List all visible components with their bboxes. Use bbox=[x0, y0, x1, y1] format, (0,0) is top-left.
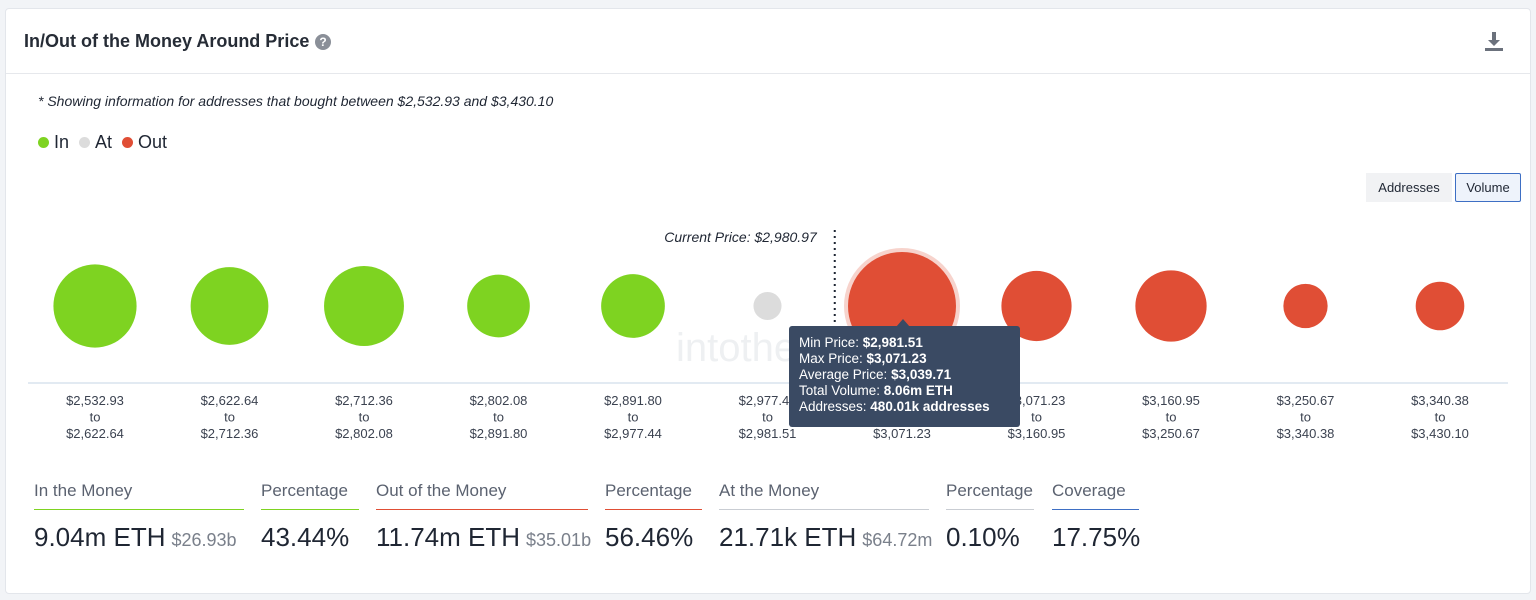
tick-label: $3,071.23 bbox=[1008, 393, 1066, 408]
legend-dot-out bbox=[122, 137, 134, 148]
bubble-in[interactable] bbox=[53, 264, 137, 348]
tick-label: $2,802.08 bbox=[335, 426, 393, 441]
tick-label: $2,977.44 bbox=[739, 393, 797, 408]
tick-label: $2,622.64 bbox=[66, 426, 124, 441]
stat-value: 11.74m ETH $35.01b bbox=[376, 522, 592, 552]
tick-label-to: to bbox=[493, 410, 504, 425]
tick-label-to: to bbox=[1300, 410, 1311, 425]
iomap-card: In/Out of the Money Around Price ? * Sho… bbox=[5, 8, 1531, 594]
stat-label: Percentage bbox=[605, 481, 702, 510]
tick-label-to: to bbox=[90, 410, 101, 425]
tick-label: $3,340.38 bbox=[1277, 426, 1335, 441]
card-title: In/Out of the Money Around Price bbox=[24, 31, 310, 51]
bubble-in[interactable] bbox=[190, 267, 269, 345]
volume-toggle-button[interactable]: Volume bbox=[1455, 173, 1521, 202]
legend-dot-at bbox=[79, 137, 91, 148]
help-icon[interactable]: ? bbox=[315, 34, 331, 50]
bubble-at[interactable] bbox=[753, 291, 782, 321]
bubble-in[interactable] bbox=[601, 274, 665, 338]
stat-out-of-the-money: Out of the Money 11.74m ETH $35.01b bbox=[376, 481, 592, 553]
legend-dot-in bbox=[38, 137, 49, 148]
legend-item-out[interactable]: Out bbox=[122, 132, 167, 153]
axis-group: $2,532.93to$2,622.64$2,622.64to$2,712.36… bbox=[28, 382, 1508, 441]
tick-label-to: to bbox=[628, 410, 639, 425]
tick-label: $3,250.67 bbox=[1142, 426, 1200, 441]
stat-out-percentage: Percentage 56.46% bbox=[605, 481, 702, 553]
bubble-out[interactable] bbox=[1135, 270, 1207, 342]
bubble-in[interactable] bbox=[324, 266, 404, 346]
tick-label: $3,160.95 bbox=[1008, 426, 1066, 441]
stat-value: 56.46% bbox=[605, 522, 694, 552]
stat-label: Percentage bbox=[261, 481, 359, 510]
tick-label: $2,712.36 bbox=[201, 426, 259, 441]
tick-label: $3,430.10 bbox=[1411, 426, 1469, 441]
download-icon[interactable] bbox=[1482, 29, 1506, 53]
range-note: * Showing information for addresses that… bbox=[38, 93, 554, 109]
bubble-chart: intotheblock $2,532.93to$2,622.64$2,622.… bbox=[28, 229, 1508, 441]
stat-value: 17.75% bbox=[1052, 522, 1141, 552]
stat-value: 21.71k ETH $64.72m bbox=[719, 522, 933, 552]
tick-label-to: to bbox=[1435, 410, 1446, 425]
stat-in-the-money: In the Money 9.04m ETH $26.93b bbox=[34, 481, 244, 553]
current-price-label: Current Price: $2,980.97 bbox=[664, 229, 818, 245]
tick-label: $2,802.08 bbox=[470, 393, 528, 408]
stat-label: Percentage bbox=[946, 481, 1034, 510]
tick-label: $2,891.80 bbox=[470, 426, 528, 441]
tick-label-to: to bbox=[762, 410, 773, 425]
tick-label: $2,622.64 bbox=[201, 393, 259, 408]
stat-label: Coverage bbox=[1052, 481, 1139, 510]
bubble-out[interactable] bbox=[1283, 283, 1328, 329]
tick-label: $3,160.95 bbox=[1142, 393, 1200, 408]
tooltip-row-max: Max Price: $3,071.23 bbox=[799, 351, 927, 366]
tick-label: $2,532.93 bbox=[66, 393, 124, 408]
stat-label: In the Money bbox=[34, 481, 244, 510]
tick-label: $2,977.44 bbox=[604, 426, 662, 441]
stat-in-percentage: Percentage 43.44% bbox=[261, 481, 359, 553]
tick-label: $2,712.36 bbox=[335, 393, 393, 408]
bubble-out[interactable] bbox=[1415, 281, 1465, 331]
tick-label-to: to bbox=[224, 410, 235, 425]
tick-label-to: to bbox=[359, 410, 370, 425]
legend-item-at[interactable]: At bbox=[79, 132, 112, 153]
tooltip-row-min: Min Price: $2,981.51 bbox=[799, 335, 923, 350]
bubble-in[interactable] bbox=[467, 274, 530, 338]
bubble-out[interactable] bbox=[1001, 270, 1072, 342]
stat-at-percentage: Percentage 0.10% bbox=[946, 481, 1034, 553]
bucket-tooltip: Min Price: $2,981.51 Max Price: $3,071.2… bbox=[789, 326, 1020, 427]
stat-value: 0.10% bbox=[946, 522, 1020, 552]
tick-label-to: to bbox=[1031, 410, 1042, 425]
stat-value: 43.44% bbox=[261, 522, 350, 552]
stat-at-the-money: At the Money 21.71k ETH $64.72m bbox=[719, 481, 933, 553]
tooltip-row-volume: Total Volume: 8.06m ETH bbox=[799, 383, 953, 398]
tick-label: $3,250.67 bbox=[1277, 393, 1335, 408]
stat-label: At the Money bbox=[719, 481, 929, 510]
legend-label-out: Out bbox=[138, 132, 168, 152]
tick-label-to: to bbox=[1166, 410, 1177, 425]
addresses-toggle-button[interactable]: Addresses bbox=[1366, 173, 1452, 202]
chart-legend: In At Out bbox=[38, 132, 167, 153]
tick-label: $2,891.80 bbox=[604, 393, 662, 408]
card-header: In/Out of the Money Around Price ? bbox=[6, 9, 1530, 74]
stat-label: Out of the Money bbox=[376, 481, 588, 510]
tooltip-arrow bbox=[896, 319, 910, 327]
tick-label: $3,340.38 bbox=[1411, 393, 1469, 408]
stat-value: 9.04m ETH $26.93b bbox=[34, 522, 237, 552]
stat-coverage: Coverage 17.75% bbox=[1052, 481, 1141, 553]
legend-label-in: In bbox=[54, 132, 70, 152]
legend-label-at: At bbox=[95, 132, 113, 152]
tooltip-row-addresses: Addresses: 480.01k addresses bbox=[799, 399, 990, 414]
tooltip-row-avg: Average Price: $3,039.71 bbox=[799, 367, 952, 382]
tick-label: $3,071.23 bbox=[873, 426, 931, 441]
legend-item-in[interactable]: In bbox=[38, 132, 69, 153]
tick-label: $2,981.51 bbox=[739, 426, 797, 441]
